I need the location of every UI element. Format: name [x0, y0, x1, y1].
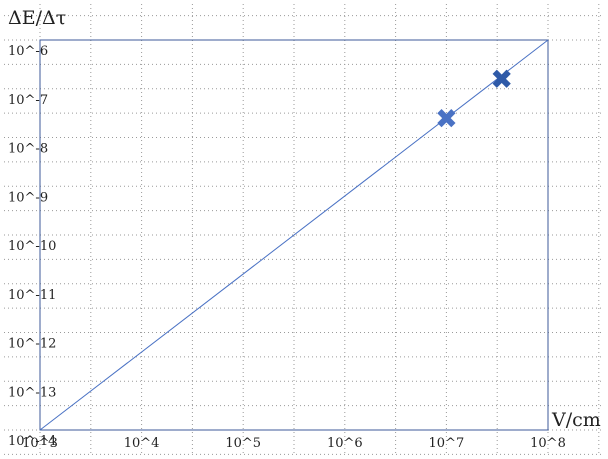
data-point-stroke: [492, 69, 511, 88]
x-tick-labels: 10^3 10^4 10^5 10^6 10^7 10^8: [22, 436, 566, 451]
y-tick-label: 10^-12: [8, 337, 56, 352]
y-tick-label: 10^-11: [8, 288, 56, 303]
x-tick-label: 10^7: [429, 436, 465, 451]
y-tick-label: 10^-13: [8, 385, 56, 400]
x-tick-label: 10^3: [22, 436, 58, 451]
y-axis-label: ΔE/Δτ: [8, 7, 66, 29]
y-tick-label: 10^-6: [8, 44, 48, 59]
x-tick-label: 10^8: [530, 436, 566, 451]
y-tick-label: 10^-14: [8, 434, 56, 449]
y-tick-label: 10^-10: [8, 239, 56, 254]
y-tick-label: 10^-8: [8, 142, 48, 157]
data-point-2: [492, 69, 511, 88]
plot-frame: [39, 39, 549, 431]
x-tick-label: 10^6: [327, 436, 363, 451]
data-points: [437, 69, 511, 128]
x-axis-label: V/cm: [551, 409, 601, 431]
y-tick-label: 10^-7: [8, 93, 48, 108]
data-point-1: [437, 108, 456, 128]
y-tick-label: 10^-9: [8, 190, 48, 205]
grid: [4, 4, 604, 455]
y-tick-labels: 10^-6 10^-7 10^-8 10^-9 10^-10 10^-11 10^-12 10…: [8, 44, 56, 449]
x-tick-label: 10^5: [225, 436, 261, 451]
x-tick-label: 10^4: [124, 436, 160, 451]
data-point-stroke: [437, 108, 456, 128]
fit-line: [39, 39, 549, 431]
